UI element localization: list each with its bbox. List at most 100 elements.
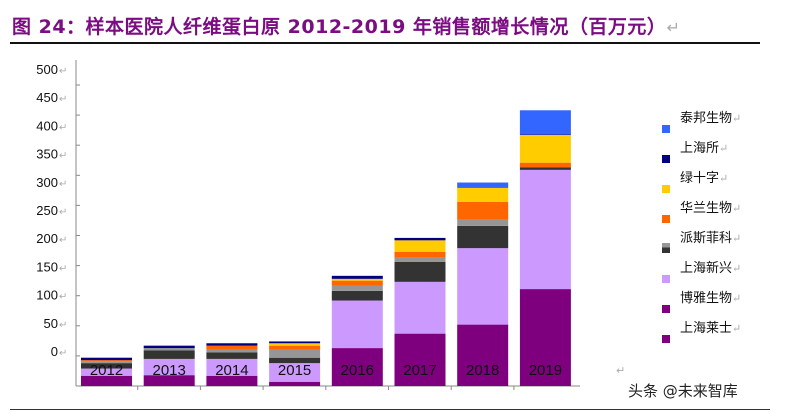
watermark: 头条 @未来智库: [628, 382, 738, 400]
bar-segment: [331, 278, 383, 281]
return-mark-icon: ↵: [59, 151, 67, 162]
legend-label-text: 华兰生物: [680, 201, 733, 216]
bar-segment: [331, 280, 383, 286]
chart-title-text: 图 24：样本医院人纤维蛋白原 2012-2019 年销售额增长情况（百万元）: [12, 16, 667, 38]
legend-swatch: [662, 275, 670, 283]
legend-label-text: 绿十字: [680, 171, 720, 186]
bar-segment: [269, 349, 321, 358]
return-mark-icon: ↵: [666, 18, 681, 37]
y-tick-label: 450: [36, 90, 58, 105]
bar-segment: [394, 333, 446, 386]
return-mark-icon: ↵: [59, 94, 67, 105]
legend-swatch: [662, 335, 670, 343]
y-tick-label: 350: [36, 147, 58, 162]
return-mark-icon: ↵: [732, 262, 742, 275]
bar-segment: [206, 358, 258, 376]
legend-swatch: [662, 155, 670, 163]
bottom-divider: [10, 409, 770, 410]
legend-label: 博雅生物↵: [680, 287, 741, 306]
x-tick-label: 2018: [466, 362, 499, 379]
bar-segment: [394, 261, 446, 282]
legend-label: 上海所↵: [680, 137, 728, 156]
legend-label: 泰邦生物↵: [680, 107, 741, 126]
bar-segment: [519, 169, 571, 290]
x-tick-label: 2012: [90, 362, 123, 379]
legend-label: 上海新兴↵: [680, 257, 741, 276]
return-mark-icon: ↵: [616, 364, 625, 377]
return-mark-icon: ↵: [59, 179, 67, 190]
bar-segment: [81, 375, 132, 386]
bar-segment: [81, 357, 132, 361]
legend-swatch: [662, 185, 670, 193]
legend-swatch: [662, 125, 670, 133]
chart-title: 图 24：样本医院人纤维蛋白原 2012-2019 年销售额增长情况（百万元）↵: [12, 12, 680, 39]
y-tick-label: 0: [51, 344, 58, 359]
y-tick-label: 300: [36, 175, 58, 190]
bar-segment: [519, 167, 571, 170]
bar-segment: [206, 352, 258, 359]
legend-label: 派斯菲科↵: [680, 227, 741, 246]
legend-swatch: [662, 215, 670, 223]
bar-segment: [81, 361, 132, 364]
bar-segment: [206, 343, 258, 346]
legend-label-text: 派斯菲科: [680, 231, 733, 246]
legend-label: 上海莱士↵: [680, 317, 741, 336]
bar-segment: [269, 341, 321, 344]
bar-segment: [331, 285, 383, 291]
legend-label: 绿十字↵: [680, 167, 728, 186]
x-tick-label: 2017: [403, 362, 436, 379]
legend-label: 华兰生物↵: [680, 197, 741, 216]
legend-label-text: 泰邦生物: [680, 111, 733, 126]
bar-segment: [519, 134, 571, 135]
return-mark-icon: ↵: [732, 292, 742, 305]
bar-segment: [457, 219, 509, 226]
return-mark-icon: ↵: [732, 112, 742, 125]
x-tick-label: 2013: [153, 362, 186, 379]
bar-segment: [519, 134, 571, 163]
bar-segment: [143, 345, 195, 349]
legend-label-text: 上海所: [680, 141, 720, 156]
return-mark-icon: ↵: [59, 263, 67, 274]
bar-segment: [394, 281, 446, 334]
bar-segment: [519, 110, 571, 135]
return-mark-icon: ↵: [732, 232, 742, 245]
legend-label-text: 博雅生物: [680, 291, 733, 306]
bar-segment: [331, 348, 383, 386]
x-tick-label: 2016: [341, 362, 374, 379]
bar-segment: [457, 324, 509, 386]
bar-segment: [394, 240, 446, 252]
y-tick-label: 200: [36, 231, 58, 246]
bar-segment: [457, 187, 509, 202]
bar-segment: [269, 363, 321, 382]
legend-swatch: [662, 305, 670, 313]
x-tick-label: 2019: [529, 362, 562, 379]
return-mark-icon: ↵: [59, 235, 67, 246]
bar-segment: [519, 289, 571, 386]
legend-swatch: [662, 243, 670, 253]
bar-segment: [269, 381, 321, 386]
legend-label-text: 上海莱士: [680, 321, 733, 336]
legend-label-text: 上海新兴: [680, 261, 733, 276]
bar-segment: [519, 162, 571, 168]
return-mark-icon: ↵: [732, 202, 742, 215]
bar-segment: [457, 182, 509, 188]
bar-segment: [143, 375, 195, 386]
bar-segment: [331, 290, 383, 301]
return-mark-icon: ↵: [59, 122, 67, 133]
y-tick-label: 100: [36, 288, 58, 303]
bar-segment: [143, 350, 195, 359]
bar-segment: [206, 349, 258, 353]
bar-segment: [269, 343, 321, 346]
bar-segment: [269, 357, 321, 364]
y-tick-label: 50: [44, 316, 58, 331]
bar-segment: [331, 300, 383, 349]
bar-segment: [143, 348, 195, 351]
bar-segment: [331, 275, 383, 279]
bar-segment: [206, 345, 258, 350]
bar-segment: [394, 251, 446, 258]
return-mark-icon: ↵: [719, 142, 729, 155]
bar-segment: [269, 345, 321, 350]
bar-segment: [81, 368, 132, 376]
y-tick-label: 150: [36, 259, 58, 274]
